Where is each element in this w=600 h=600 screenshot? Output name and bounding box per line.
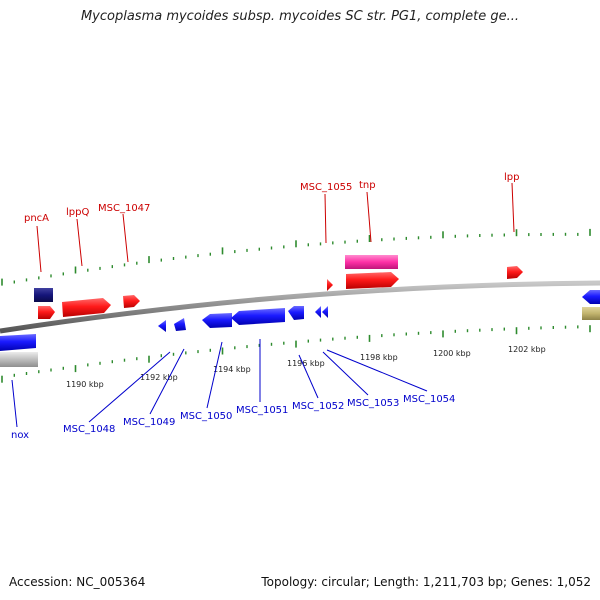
gene-MSC_1050[interactable] bbox=[202, 313, 232, 328]
gene-lpp[interactable] bbox=[507, 266, 523, 279]
label-MSC_1048[interactable]: MSC_1048 bbox=[63, 424, 115, 435]
scale-label-1196: 1196 kbp bbox=[287, 359, 325, 368]
gene-MSC_1053[interactable] bbox=[315, 306, 321, 318]
accession-text: Accession: NC_005364 bbox=[9, 575, 146, 589]
gene-MSC_1054[interactable] bbox=[322, 306, 328, 318]
label-MSC_1051[interactable]: MSC_1051 bbox=[236, 405, 288, 416]
scale-label-1198: 1198 kbp bbox=[360, 353, 398, 362]
gene-MSC_1055[interactable] bbox=[327, 279, 333, 291]
gene-lppQ-small[interactable] bbox=[38, 306, 55, 319]
map-title: Mycoplasma mycoides subsp. mycoides SC s… bbox=[80, 9, 520, 24]
gene-nox[interactable] bbox=[0, 334, 36, 351]
gene-gray-feature[interactable] bbox=[0, 352, 38, 367]
forward-labels: pncA lppQ MSC_1047 MSC_1055 tnp lpp bbox=[24, 172, 519, 224]
scale-labels: 1190 kbp 1192 kbp 1194 kbp 1196 kbp 1198… bbox=[66, 345, 546, 389]
gene-MSC_1052[interactable] bbox=[288, 306, 304, 320]
gene-MSC_1048[interactable] bbox=[158, 320, 166, 332]
outer-tick-row bbox=[1, 228, 591, 286]
label-MSC_1054[interactable]: MSC_1054 bbox=[403, 394, 455, 405]
gene-pncA[interactable] bbox=[34, 288, 53, 302]
label-lppQ[interactable]: lppQ bbox=[66, 207, 89, 218]
forward-leaders bbox=[36, 182, 515, 273]
label-MSC_1053[interactable]: MSC_1053 bbox=[347, 398, 399, 409]
gene-MSC_1051[interactable] bbox=[231, 308, 285, 325]
gene-MSC_1047[interactable] bbox=[123, 295, 140, 308]
label-nox[interactable]: nox bbox=[11, 430, 29, 441]
gene-MSC_1049[interactable] bbox=[174, 318, 186, 331]
scale-label-1192: 1192 kbp bbox=[140, 373, 178, 382]
genome-backbone bbox=[0, 280, 600, 334]
scale-label-1190: 1190 kbp bbox=[66, 380, 104, 389]
label-MSC_1052[interactable]: MSC_1052 bbox=[292, 401, 344, 412]
inner-tick-row bbox=[1, 325, 591, 383]
scale-label-1202: 1202 kbp bbox=[508, 345, 546, 354]
label-MSC_1050[interactable]: MSC_1050 bbox=[180, 411, 232, 422]
topology-summary: Topology: circular; Length: 1,211,703 bp… bbox=[261, 575, 591, 589]
gene-olive-feature[interactable] bbox=[582, 307, 600, 320]
label-tnp[interactable]: tnp bbox=[359, 180, 376, 191]
forward-features bbox=[34, 255, 523, 319]
gene-MSC_1055-block[interactable] bbox=[346, 272, 399, 289]
reverse-features bbox=[0, 290, 600, 367]
gene-lppQ[interactable] bbox=[62, 298, 111, 317]
gene-tnp[interactable] bbox=[345, 255, 398, 269]
gene-blue-right[interactable] bbox=[582, 290, 600, 304]
scale-label-1194: 1194 kbp bbox=[213, 365, 251, 374]
scale-label-1200: 1200 kbp bbox=[433, 349, 471, 358]
label-pncA[interactable]: pncA bbox=[24, 213, 49, 224]
label-MSC_1055[interactable]: MSC_1055 bbox=[300, 182, 352, 193]
reverse-labels: nox MSC_1048 MSC_1049 MSC_1050 MSC_1051 … bbox=[11, 394, 455, 441]
label-MSC_1049[interactable]: MSC_1049 bbox=[123, 417, 175, 428]
label-MSC_1047[interactable]: MSC_1047 bbox=[98, 203, 150, 214]
label-lpp[interactable]: lpp bbox=[504, 172, 519, 183]
reverse-leaders bbox=[11, 339, 428, 428]
